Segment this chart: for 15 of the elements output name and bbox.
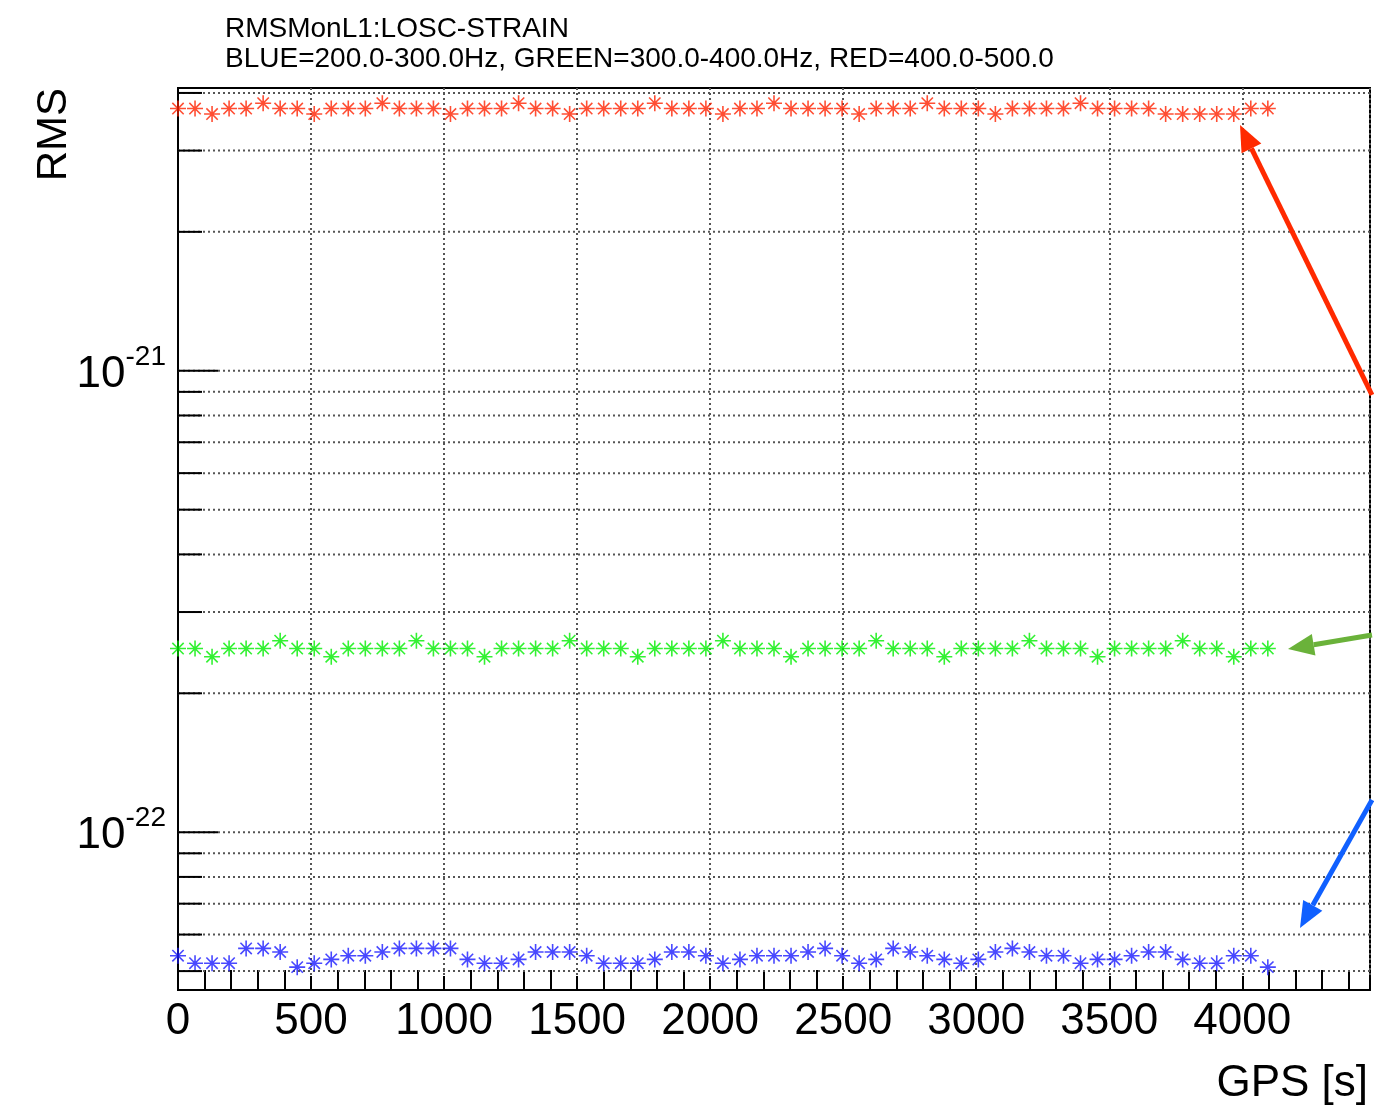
chart-title: RMSMonL1:LOSC-STRAIN <box>225 11 569 43</box>
x-tick-label: 4000 <box>1193 994 1292 1043</box>
y-axis-title: RMS <box>27 87 75 182</box>
x-tick-label: 2500 <box>794 994 893 1043</box>
x-axis-title: GPS [s] <box>1216 1055 1368 1105</box>
x-tick-label: 0 <box>165 994 191 1043</box>
x-tick-label: 3000 <box>927 994 1026 1043</box>
x-tick-label: 1000 <box>395 994 494 1043</box>
x-tick-label: 500 <box>274 994 348 1043</box>
x-tick-label: 2000 <box>661 994 760 1043</box>
y-tick-label: 10$^{-22}$ <box>76 801 166 857</box>
y-tick-label: 10$^{-21}$ <box>76 339 166 396</box>
x-tick-label: 1500 <box>528 994 627 1043</box>
x-tick-label: 3500 <box>1060 994 1159 1043</box>
chart-subtitle: BLUE=200.0-300.0Hz, GREEN=300.0-400.0Hz, RED=400.0-500.0 <box>225 41 1054 73</box>
